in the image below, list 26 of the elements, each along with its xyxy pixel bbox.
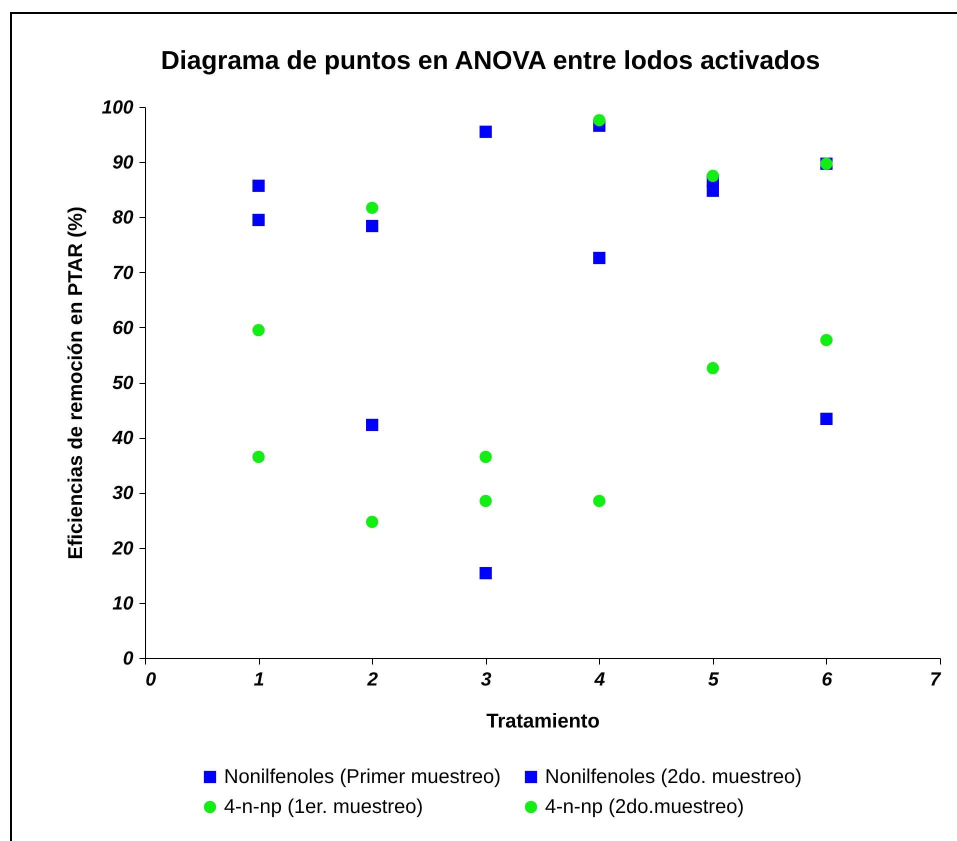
y-tick-label: 50 <box>112 373 134 394</box>
y-tick-label: 90 <box>112 152 134 174</box>
legend-label: Nonilfenoles (Primer muestreo) <box>224 766 501 788</box>
x-axis-title: Tratamiento <box>486 710 600 732</box>
x-tick-label: 7 <box>930 670 942 690</box>
y-tick-label: 80 <box>112 208 134 229</box>
x-tick-label: 3 <box>480 670 492 690</box>
legend-label: Nonilfenoles (2do. muestreo) <box>545 766 802 788</box>
y-axis-title: Eficiencias de remoción en PTAR (%) <box>64 206 87 560</box>
x-tick-label: 1 <box>254 670 264 690</box>
y-tick-label: 10 <box>112 593 134 614</box>
x-tick-label: 6 <box>822 670 833 690</box>
x-tick-label: 5 <box>708 670 720 690</box>
y-tick-label: 20 <box>111 538 134 560</box>
y-tick-label: 0 <box>122 648 134 670</box>
x-tick-label: 4 <box>593 670 606 690</box>
x-tick-label: 2 <box>366 670 378 690</box>
y-tick-label: 70 <box>112 262 134 284</box>
y-tick-label: 100 <box>102 98 134 118</box>
legend-label: 4-n-np (2do.muestreo) <box>545 796 744 818</box>
y-tick-label: 60 <box>112 318 134 339</box>
y-tick-label: 30 <box>112 483 134 504</box>
legend-label: 4-n-np (1er. muestreo) <box>224 796 423 818</box>
x-tick-label: 0 <box>146 670 156 690</box>
y-tick-label: 40 <box>111 428 134 450</box>
chart-title: Diagrama de puntos en ANOVA entre lodos activados <box>160 45 820 75</box>
